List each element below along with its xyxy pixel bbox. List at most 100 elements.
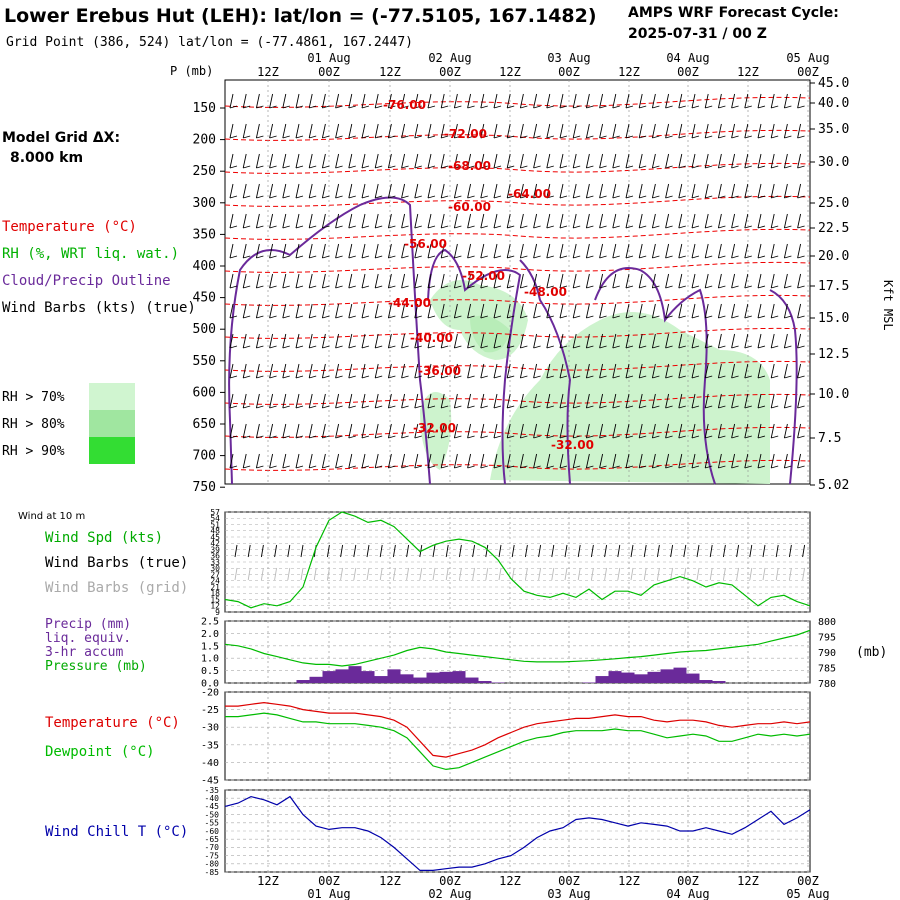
wind-barb bbox=[282, 243, 290, 259]
bottom-day-label: 04 Aug bbox=[666, 887, 709, 900]
wind-barb bbox=[374, 333, 383, 349]
wind-barb bbox=[546, 453, 554, 469]
wind-barb bbox=[651, 423, 660, 439]
wind-barb bbox=[506, 123, 515, 139]
wind-barb bbox=[348, 123, 356, 139]
temperature-contour-label: -32.00 bbox=[413, 421, 456, 435]
wind-barb-grid bbox=[670, 567, 674, 581]
wind-barb-true bbox=[762, 544, 766, 558]
wind-barb-grid bbox=[234, 567, 238, 581]
wind-barb bbox=[269, 93, 277, 109]
wind-barb bbox=[651, 363, 660, 379]
wind-barb bbox=[744, 243, 752, 259]
wind-barb-true bbox=[564, 544, 568, 558]
wind-barb bbox=[665, 453, 673, 469]
wind-barb bbox=[480, 93, 488, 109]
wind-barb bbox=[361, 333, 370, 349]
wind-barb bbox=[440, 243, 449, 259]
wind-barb bbox=[546, 363, 554, 379]
wind-barb bbox=[704, 423, 713, 439]
wind-barb bbox=[717, 453, 726, 469]
wind-barb bbox=[665, 93, 673, 109]
wind-barb bbox=[440, 363, 449, 379]
kft-tick-label: 40.0 bbox=[818, 96, 849, 111]
wind-barb bbox=[546, 213, 554, 229]
wind-barb bbox=[744, 123, 752, 139]
wind-barb bbox=[572, 453, 581, 469]
wind-barb bbox=[269, 393, 277, 409]
wind-barb-true bbox=[458, 544, 462, 558]
wind-barb bbox=[361, 153, 370, 169]
wind-barb bbox=[744, 273, 752, 289]
wind-barb-true bbox=[300, 544, 304, 558]
wind-barb bbox=[308, 213, 317, 229]
wind-barb bbox=[770, 423, 779, 439]
top-hour-label: 12Z bbox=[618, 65, 640, 79]
wind-barb-grid bbox=[604, 567, 608, 581]
temperature-contour-label: -32.00 bbox=[551, 438, 594, 452]
wind-barb bbox=[731, 243, 739, 259]
precip-bar bbox=[621, 672, 635, 683]
wind-barb bbox=[295, 273, 304, 289]
wind-barb-grid bbox=[722, 567, 726, 581]
windchill-panel-tick-label: -80 bbox=[205, 860, 220, 869]
wind-barb-grid bbox=[287, 567, 291, 581]
wind-barb bbox=[651, 123, 660, 139]
wind-barb bbox=[453, 273, 462, 289]
wind-barb bbox=[625, 153, 634, 169]
wind-barb-true bbox=[445, 544, 449, 558]
wind-barb bbox=[493, 393, 502, 409]
wind-barb bbox=[797, 393, 805, 409]
wind-barb-grid bbox=[736, 567, 740, 581]
wind-barb bbox=[467, 303, 475, 319]
wind-barb-grid bbox=[379, 567, 383, 581]
wind-barb bbox=[519, 333, 528, 349]
wind-barb bbox=[493, 333, 502, 349]
wind-barb bbox=[414, 423, 422, 439]
wind-barb bbox=[585, 123, 594, 139]
wind-barb-grid bbox=[366, 567, 370, 581]
wind-barb bbox=[493, 243, 502, 259]
wind-barb bbox=[585, 393, 594, 409]
wind-barb bbox=[467, 93, 475, 109]
temperature-contour-label: -60.00 bbox=[448, 200, 491, 214]
wind-barb bbox=[691, 303, 700, 319]
wind-barb bbox=[401, 93, 409, 109]
wind-barb bbox=[414, 153, 422, 169]
wind-barb bbox=[480, 153, 488, 169]
wind-barb bbox=[308, 123, 317, 139]
wind-barb-true bbox=[696, 544, 700, 558]
wind-barb bbox=[229, 363, 238, 379]
wind-barb bbox=[585, 363, 594, 379]
wind-barb bbox=[533, 303, 541, 319]
temperature-contour bbox=[224, 195, 811, 207]
wind-barb bbox=[493, 93, 502, 109]
precip-panel-tick-label: 1.0 bbox=[201, 654, 219, 665]
wind-barb bbox=[242, 273, 251, 289]
wind-barb bbox=[704, 153, 713, 169]
wind-barb bbox=[625, 363, 634, 379]
wind-barb bbox=[612, 393, 620, 409]
wind-barb bbox=[612, 423, 620, 439]
wind-barb bbox=[229, 183, 238, 199]
legend-item: Temperature (°C) bbox=[2, 219, 137, 235]
wind-barb bbox=[559, 153, 568, 169]
wind-barb bbox=[691, 423, 700, 439]
wind-barb-grid bbox=[696, 567, 700, 581]
wind-barb bbox=[414, 213, 422, 229]
wind-barb bbox=[546, 273, 554, 289]
wind-barb bbox=[533, 213, 541, 229]
wind-barb-true bbox=[709, 544, 713, 558]
wind-barb bbox=[678, 183, 686, 199]
rh-shading bbox=[470, 315, 510, 353]
model-grid-value: 8.000 km bbox=[10, 150, 83, 166]
wind-barb bbox=[480, 423, 488, 439]
wind-barb bbox=[427, 333, 436, 349]
precip-bar bbox=[439, 671, 453, 683]
wind-barb bbox=[255, 273, 264, 289]
kft-tick-label: 15.0 bbox=[818, 311, 849, 326]
wind-panel-tick-label: 42 bbox=[210, 539, 220, 548]
rh-legend-swatch bbox=[89, 410, 135, 437]
windchill-panel-tick-label: -65 bbox=[205, 835, 220, 844]
wind-barb-grid bbox=[432, 567, 436, 581]
